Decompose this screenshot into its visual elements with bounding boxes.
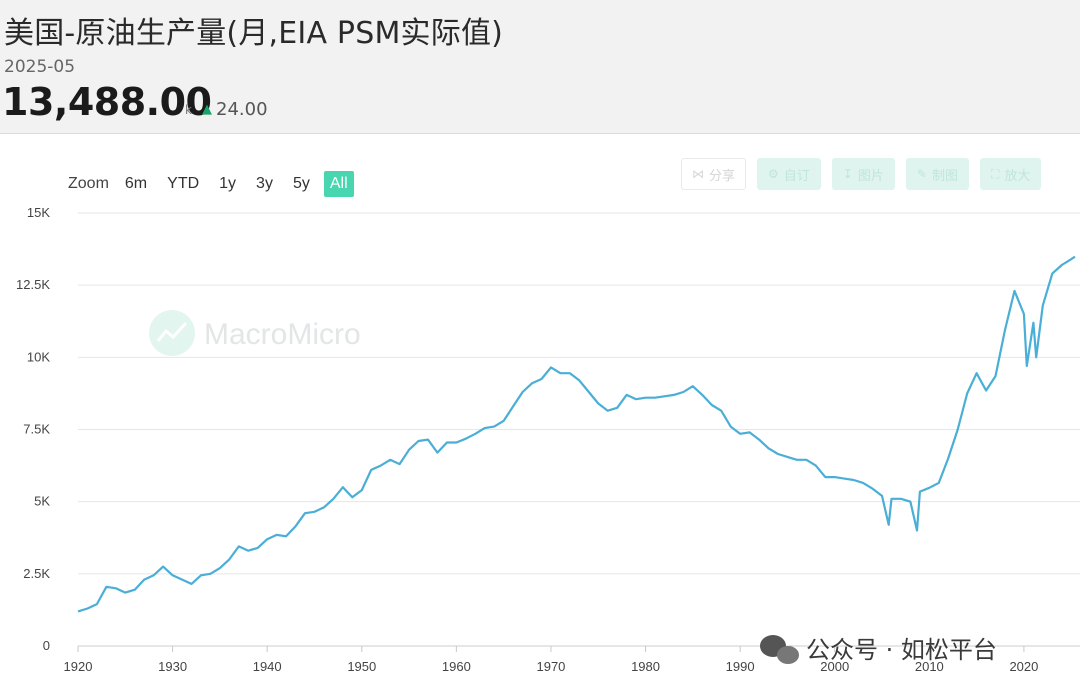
zoom-ytd-button[interactable]: YTD <box>167 175 200 192</box>
latest-value: 13,488.00 <box>2 80 212 124</box>
latest-date: 2025-05 <box>4 57 76 77</box>
x-tick-label: 2000 <box>820 659 849 674</box>
value-change: ▲ 24.00 <box>202 99 268 120</box>
x-tick-label: 2010 <box>915 659 944 674</box>
x-tick-label: 1930 <box>158 659 187 674</box>
zoom-label: Zoom <box>68 175 109 192</box>
expand-button[interactable]: ⛶ 放大 <box>979 158 1042 190</box>
watermark: MacroMicro <box>149 310 361 356</box>
zoom-3y-button[interactable]: 3y <box>256 175 273 192</box>
share-label: 分享 <box>709 168 736 184</box>
header-panel: 美国-原油生产量(月,EIA PSM实际值) 2025-05 13,488.00… <box>0 0 1080 134</box>
y-tick-label: 5K <box>34 494 50 509</box>
watermark-text: MacroMicro <box>204 318 361 351</box>
x-tick-label: 1950 <box>347 659 376 674</box>
download-icon: ↧ <box>842 167 853 181</box>
page-title: 美国-原油生产量(月,EIA PSM实际值) <box>4 16 504 51</box>
zoom-1y-button[interactable]: 1y <box>219 175 237 192</box>
share-icon: ⋈ <box>692 167 704 181</box>
draw-label: 制图 <box>931 168 958 184</box>
zoom-6m-button[interactable]: 6m <box>124 175 148 192</box>
series-line[interactable] <box>77 255 1076 613</box>
zoom-5y-button[interactable]: 5y <box>292 175 310 192</box>
y-tick-label: 0 <box>43 638 50 653</box>
change-amount: 24.00 <box>216 99 268 120</box>
footer-watermark: 公众号 · 如松平台 <box>760 635 997 664</box>
x-tick-label: 1970 <box>536 659 565 674</box>
wechat-icon <box>760 635 799 664</box>
x-tick-label: 1920 <box>64 659 93 674</box>
x-tick-label: 2020 <box>1009 659 1038 674</box>
download-label: 图片 <box>857 168 884 184</box>
x-tick-label: 1960 <box>442 659 471 674</box>
share-button[interactable]: ⋈ 分享 <box>681 158 747 190</box>
x-tick-label: 1990 <box>726 659 755 674</box>
draw-button[interactable]: ✎ 制图 <box>905 158 969 190</box>
custom-label: 自订 <box>783 168 810 184</box>
x-tick-label: 1980 <box>631 659 660 674</box>
custom-button[interactable]: ⚙ 自订 <box>757 158 821 190</box>
x-tick-label: 1940 <box>253 659 282 674</box>
footer-text: 公众号 · 如松平台 <box>806 636 997 664</box>
y-tick-label: 7.5K <box>23 422 50 437</box>
macromicro-logo-icon <box>149 310 195 356</box>
zoom-all-button[interactable]: All <box>323 171 354 197</box>
download-button[interactable]: ↧ 图片 <box>831 158 895 190</box>
gear-icon: ⚙ <box>768 167 779 181</box>
y-tick-label: 10K <box>27 349 50 364</box>
y-tick-label: 12.5K <box>16 277 50 292</box>
triangle-up-icon: ▲ <box>202 102 212 117</box>
zoom-selector: Zoom 6m YTD 1y 3y 5y All <box>68 170 362 198</box>
expand-label: 放大 <box>1004 168 1031 184</box>
chart-toolbar: ⋈ 分享 ⚙ 自订 ↧ 图片 ✎ 制图 ⛶ 放大 <box>681 158 1052 192</box>
production-line-chart[interactable]: MacroMicro 0 2.5K 5K 7.5K 10K 12.5K 15K 1920 19… <box>0 195 1080 693</box>
pencil-icon: ✎ <box>916 167 927 181</box>
expand-icon: ⛶ <box>990 166 1000 181</box>
value-unit: k <box>185 103 192 117</box>
y-tick-label: 2.5K <box>23 566 50 581</box>
y-tick-label: 15K <box>27 205 50 220</box>
logo-trend-mark <box>156 321 188 342</box>
